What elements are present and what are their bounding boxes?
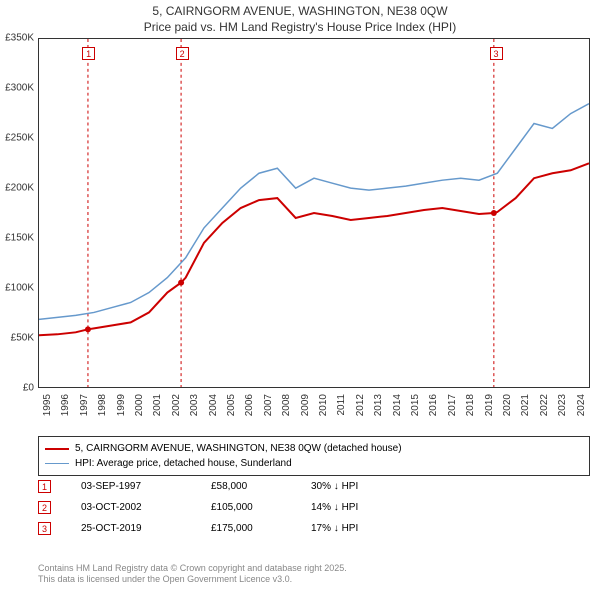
x-axis-tick-label: 2021 (520, 394, 531, 416)
sale-row: 1 03-SEP-1997 £58,000 30% ↓ HPI (38, 480, 590, 493)
x-axis-tick-label: 2003 (189, 394, 200, 416)
x-axis-tick-label: 2017 (447, 394, 458, 416)
x-axis-tick-label: 1998 (97, 394, 108, 416)
x-axis-tick-label: 2013 (373, 394, 384, 416)
plot-area: 1 2 3 (38, 38, 590, 388)
sale-row: 2 03-OCT-2002 £105,000 14% ↓ HPI (38, 501, 590, 514)
x-axis-tick-label: 2000 (134, 394, 145, 416)
legend-row: HPI: Average price, detached house, Sund… (45, 456, 583, 471)
sale-row-price: £175,000 (211, 523, 281, 534)
legend-row: 5, CAIRNGORM AVENUE, WASHINGTON, NE38 0Q… (45, 441, 583, 456)
legend-label: HPI: Average price, detached house, Sund… (75, 456, 292, 471)
y-axis-tick-label: £250K (5, 133, 34, 144)
x-axis-tick-label: 2024 (576, 394, 587, 416)
sale-row-marker: 1 (38, 480, 51, 493)
x-axis-tick-label: 2001 (152, 394, 163, 416)
legend-swatch (45, 463, 69, 465)
y-axis-tick-label: £200K (5, 183, 34, 194)
x-axis-tick-label: 2008 (281, 394, 292, 416)
sale-row-delta: 14% ↓ HPI (311, 502, 391, 513)
x-axis-labels: 1995 1996 1997 1998 1999 2000 2001 2002 2003 2004… (38, 390, 590, 436)
x-axis-tick-label: 2020 (502, 394, 513, 416)
sale-row-delta: 30% ↓ HPI (311, 481, 391, 492)
x-axis-tick-label: 2002 (171, 394, 182, 416)
sale-marker-3: 3 (490, 47, 503, 60)
x-axis-tick-label: 2016 (428, 394, 439, 416)
footer: Contains HM Land Registry data © Crown c… (38, 563, 347, 586)
sale-row-delta: 17% ↓ HPI (311, 523, 391, 534)
sale-row-price: £58,000 (211, 481, 281, 492)
x-axis-tick-label: 2011 (336, 394, 347, 416)
sale-marker-2: 2 (176, 47, 189, 60)
x-axis-tick-label: 1997 (79, 394, 90, 416)
sale-row-date: 25-OCT-2019 (81, 523, 181, 534)
sales-table: 1 03-SEP-1997 £58,000 30% ↓ HPI 2 03-OCT… (38, 480, 590, 543)
x-axis-tick-label: 2023 (557, 394, 568, 416)
y-axis-tick-label: £100K (5, 283, 34, 294)
x-axis-tick-label: 1999 (116, 394, 127, 416)
x-axis-tick-label: 2005 (226, 394, 237, 416)
x-axis-tick-label: 2014 (392, 394, 403, 416)
x-axis-tick-label: 1995 (42, 394, 53, 416)
sale-row-price: £105,000 (211, 502, 281, 513)
x-axis-tick-label: 2019 (484, 394, 495, 416)
sale-row-marker: 2 (38, 501, 51, 514)
chart-title-line2: Price paid vs. HM Land Registry's House … (0, 20, 600, 36)
sale-row: 3 25-OCT-2019 £175,000 17% ↓ HPI (38, 522, 590, 535)
chart-container: 5, CAIRNGORM AVENUE, WASHINGTON, NE38 0Q… (0, 0, 600, 590)
chart-title-line1: 5, CAIRNGORM AVENUE, WASHINGTON, NE38 0Q… (0, 4, 600, 20)
x-axis-tick-label: 2007 (263, 394, 274, 416)
legend: 5, CAIRNGORM AVENUE, WASHINGTON, NE38 0Q… (38, 436, 590, 476)
y-axis-tick-label: £150K (5, 233, 34, 244)
legend-label: 5, CAIRNGORM AVENUE, WASHINGTON, NE38 0Q… (75, 441, 402, 456)
x-axis-tick-label: 2015 (410, 394, 421, 416)
x-axis-tick-label: 2018 (465, 394, 476, 416)
x-axis-tick-label: 2004 (208, 394, 219, 416)
footer-line1: Contains HM Land Registry data © Crown c… (38, 563, 347, 575)
sale-row-date: 03-SEP-1997 (81, 481, 181, 492)
legend-swatch (45, 448, 69, 450)
x-axis-tick-label: 1996 (60, 394, 71, 416)
y-axis-tick-label: £300K (5, 83, 34, 94)
x-axis-tick-label: 2010 (318, 394, 329, 416)
x-axis-tick-label: 2022 (539, 394, 550, 416)
chart-svg (39, 39, 589, 387)
y-axis-tick-label: £50K (11, 333, 34, 344)
y-axis-labels: £0£50K£100K£150K£200K£250K£300K£350K (0, 38, 36, 388)
sale-row-date: 03-OCT-2002 (81, 502, 181, 513)
footer-line2: This data is licensed under the Open Gov… (38, 574, 347, 586)
y-axis-tick-label: £0 (23, 383, 34, 394)
y-axis-tick-label: £350K (5, 33, 34, 44)
x-axis-tick-label: 2009 (300, 394, 311, 416)
x-axis-tick-label: 2012 (355, 394, 366, 416)
x-axis-tick-label: 2006 (244, 394, 255, 416)
chart-title-area: 5, CAIRNGORM AVENUE, WASHINGTON, NE38 0Q… (0, 0, 600, 35)
sale-row-marker: 3 (38, 522, 51, 535)
sale-marker-1: 1 (82, 47, 95, 60)
